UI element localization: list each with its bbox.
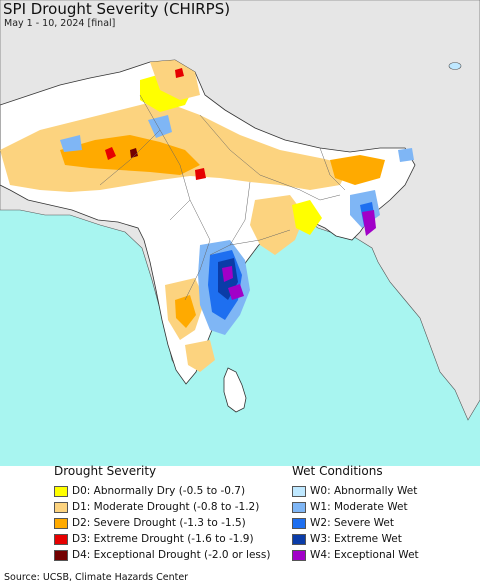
legend-label-d2: D2: Severe Drought (-1.3 to -1.5): [72, 517, 246, 529]
legend-swatch-d4: [54, 549, 68, 561]
source-credit: Source: UCSB, Climate Hazards Center: [4, 572, 189, 583]
legend-item-d2: D2: Severe Drought (-1.3 to -1.5): [54, 516, 246, 530]
legend-swatch-w0: [292, 485, 306, 497]
map-title: SPI Drought Severity (CHIRPS): [3, 0, 231, 18]
legend-label-w2: W2: Severe Wet: [310, 517, 394, 529]
internal-borders: [99, 94, 346, 301]
legend-label-d4: D4: Exceptional Drought (-2.0 or less): [72, 549, 271, 561]
drought-legend-heading: Drought Severity: [54, 464, 157, 478]
legend-item-d3: D3: Extreme Drought (-1.6 to -1.9): [54, 532, 254, 546]
legend-swatch-w2: [292, 517, 306, 529]
legend-label-w4: W4: Exceptional Wet: [310, 549, 419, 561]
wet-patches: [60, 115, 414, 335]
legend-item-w0: W0: Abnormally Wet: [292, 484, 417, 498]
drought-map: [0, 0, 480, 466]
legend-item-w4: W4: Exceptional Wet: [292, 548, 419, 562]
legend-swatch-w3: [292, 533, 306, 545]
legend-item-w2: W2: Severe Wet: [292, 516, 394, 530]
legend-label-d0: D0: Abnormally Dry (-0.5 to -0.7): [72, 485, 246, 497]
legend-swatch-w1: [292, 501, 306, 513]
drought-patches: [0, 60, 385, 372]
legend-item-d1: D1: Moderate Drought (-0.8 to -1.2): [54, 500, 259, 514]
legend-swatch-d1: [54, 501, 68, 513]
map-subtitle: May 1 - 10, 2024 [final]: [4, 18, 116, 29]
legend-item-w1: W1: Moderate Wet: [292, 500, 408, 514]
wet-legend-heading: Wet Conditions: [292, 464, 383, 478]
legend-item-w3: W3: Extreme Wet: [292, 532, 402, 546]
sri-lanka: [223, 367, 247, 413]
legend-label-w0: W0: Abnormally Wet: [310, 485, 418, 497]
legend-label-d3: D3: Extreme Drought (-1.6 to -1.9): [72, 533, 254, 545]
legend-item-d0: D0: Abnormally Dry (-0.5 to -0.7): [54, 484, 245, 498]
legend-label-w3: W3: Extreme Wet: [310, 533, 402, 545]
legend-label-d1: D1: Moderate Drought (-0.8 to -1.2): [72, 501, 260, 513]
legend-swatch-d3: [54, 533, 68, 545]
legend-swatch-w4: [292, 549, 306, 561]
legend-swatch-d0: [54, 485, 68, 497]
legend-swatch-d2: [54, 517, 68, 529]
island: [448, 62, 462, 70]
legend-item-d4: D4: Exceptional Drought (-2.0 or less): [54, 548, 270, 562]
legend-label-w1: W1: Moderate Wet: [310, 501, 408, 513]
